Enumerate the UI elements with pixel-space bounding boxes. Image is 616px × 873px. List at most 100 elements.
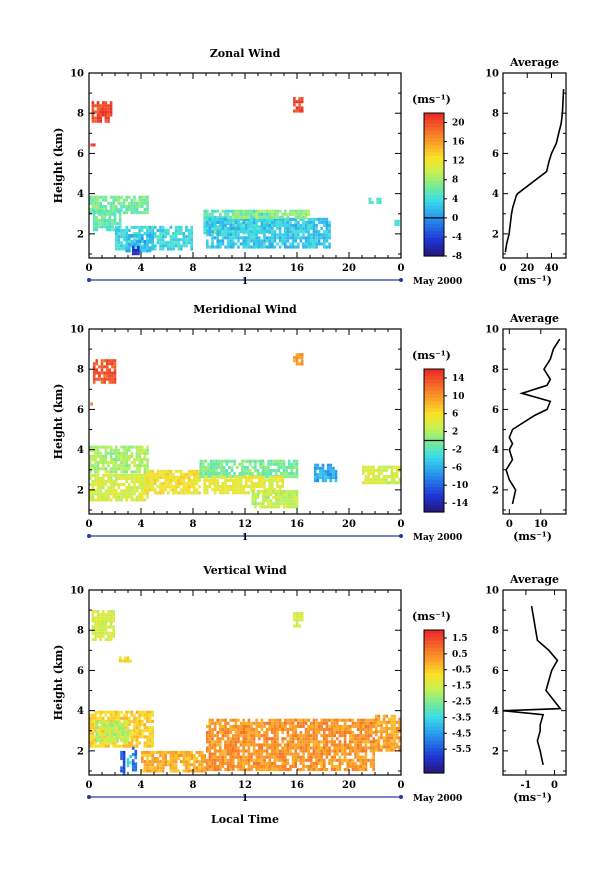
heatmap-cell xyxy=(91,198,95,202)
heatmap-cell xyxy=(120,750,123,754)
heatmap-cell xyxy=(238,462,242,466)
heatmap-cell xyxy=(211,737,214,741)
heatmap-cell xyxy=(291,743,295,747)
heatmap-cell xyxy=(224,740,227,744)
heatmap-cell xyxy=(278,239,282,243)
profile-y-tick-label: 6 xyxy=(492,149,499,160)
heatmap-cell xyxy=(164,228,167,232)
heatmap-cell xyxy=(226,734,230,738)
heatmap-cell xyxy=(102,101,105,105)
heatmap-cell xyxy=(338,764,342,768)
heatmap-cell xyxy=(294,761,297,765)
heatmap-cell xyxy=(247,764,251,768)
heatmap-cell xyxy=(395,720,399,724)
heatmap-cell xyxy=(159,754,162,758)
xlabel-local-time: Local Time xyxy=(211,813,279,826)
heatmap-cell xyxy=(216,768,219,772)
heatmap-cell xyxy=(286,223,290,227)
heatmap-cell xyxy=(323,223,326,227)
heatmap-cell xyxy=(294,239,297,243)
heatmap-cell xyxy=(328,731,331,735)
heatmap-cell xyxy=(117,458,121,462)
heatmap-cell xyxy=(294,755,297,759)
heatmap-cell xyxy=(280,465,283,469)
heatmap-cell xyxy=(258,737,261,741)
heatmap-cell xyxy=(232,227,235,231)
heatmap-cell xyxy=(362,721,365,725)
heatmap-cell xyxy=(287,489,291,493)
heatmap-cell xyxy=(242,752,245,756)
heatmap-cell xyxy=(372,478,375,482)
colorbar-swatch xyxy=(424,701,444,706)
heatmap-cell xyxy=(252,488,256,492)
heatmap-cell xyxy=(265,236,269,240)
heatmap-cell xyxy=(393,730,396,734)
heatmap-cell xyxy=(246,459,249,463)
heatmap-cell xyxy=(159,766,162,770)
heatmap-cell xyxy=(364,740,368,744)
heatmap-cell xyxy=(247,761,251,765)
heatmap-cell xyxy=(102,495,105,499)
heatmap-cell xyxy=(359,755,362,759)
heatmap-cell xyxy=(148,750,152,754)
heatmap-cell xyxy=(148,738,152,742)
heatmap-cell xyxy=(343,721,347,725)
heatmap-cell xyxy=(199,465,203,469)
heatmap-cell xyxy=(180,472,183,476)
heatmap-cell xyxy=(96,634,100,638)
heatmap-cell xyxy=(141,760,144,764)
heatmap-cell xyxy=(198,760,201,764)
heatmap-cell xyxy=(264,499,268,503)
heatmap-cell xyxy=(94,483,97,487)
heatmap-cell xyxy=(96,476,100,480)
heatmap-cell xyxy=(324,479,327,483)
heatmap-cell xyxy=(143,760,147,764)
heatmap-cell xyxy=(304,209,308,213)
heatmap-cell xyxy=(151,732,154,736)
heatmap-cell xyxy=(115,470,118,474)
heatmap-cell xyxy=(182,760,186,764)
heatmap-cell xyxy=(96,116,100,120)
heatmap-cell xyxy=(284,223,287,227)
heatmap-cell xyxy=(268,475,271,479)
heatmap-cell xyxy=(108,359,112,363)
heatmap-cell xyxy=(115,492,118,496)
heatmap-cell xyxy=(111,380,114,384)
heatmap-cell xyxy=(211,209,214,213)
heatmap-cell xyxy=(143,249,147,253)
heatmap-cell xyxy=(325,721,329,725)
heatmap-cell xyxy=(213,231,217,235)
heatmap-cell xyxy=(122,744,126,748)
heatmap-cell xyxy=(260,768,264,772)
heatmap-cell xyxy=(320,227,323,231)
heatmap-cell xyxy=(295,499,299,503)
heatmap-cell xyxy=(91,107,95,111)
heatmap-cell xyxy=(164,757,167,761)
heatmap-cell xyxy=(252,737,256,741)
heatmap-cell xyxy=(125,211,128,215)
heatmap-cell xyxy=(258,209,261,213)
colorbar-tick-label: -0.5 xyxy=(452,666,471,676)
heatmap-cell xyxy=(336,749,339,753)
heatmap-cell xyxy=(274,459,278,463)
heatmap-cell xyxy=(96,107,100,111)
heatmap-cell xyxy=(115,483,118,487)
heatmap-cell xyxy=(294,236,297,240)
heatmap-cell xyxy=(206,761,209,765)
heatmap-cell xyxy=(89,464,92,468)
heatmap-cell xyxy=(252,721,256,725)
heatmap-cell xyxy=(271,746,274,750)
heatmap-cell xyxy=(388,481,391,485)
heatmap-cell xyxy=(362,749,365,753)
heatmap-cell xyxy=(390,475,394,479)
heatmap-cell xyxy=(291,731,295,735)
heatmap-cell xyxy=(208,724,212,728)
heatmap-cell xyxy=(297,245,300,249)
heatmap-cell xyxy=(125,470,128,474)
heatmap-cell xyxy=(364,737,368,741)
heatmap-cell xyxy=(338,758,342,762)
heatmap-cell xyxy=(390,481,394,485)
heatmap-cell xyxy=(367,746,370,750)
heatmap-cell xyxy=(141,473,144,477)
heatmap-cell xyxy=(271,749,274,753)
